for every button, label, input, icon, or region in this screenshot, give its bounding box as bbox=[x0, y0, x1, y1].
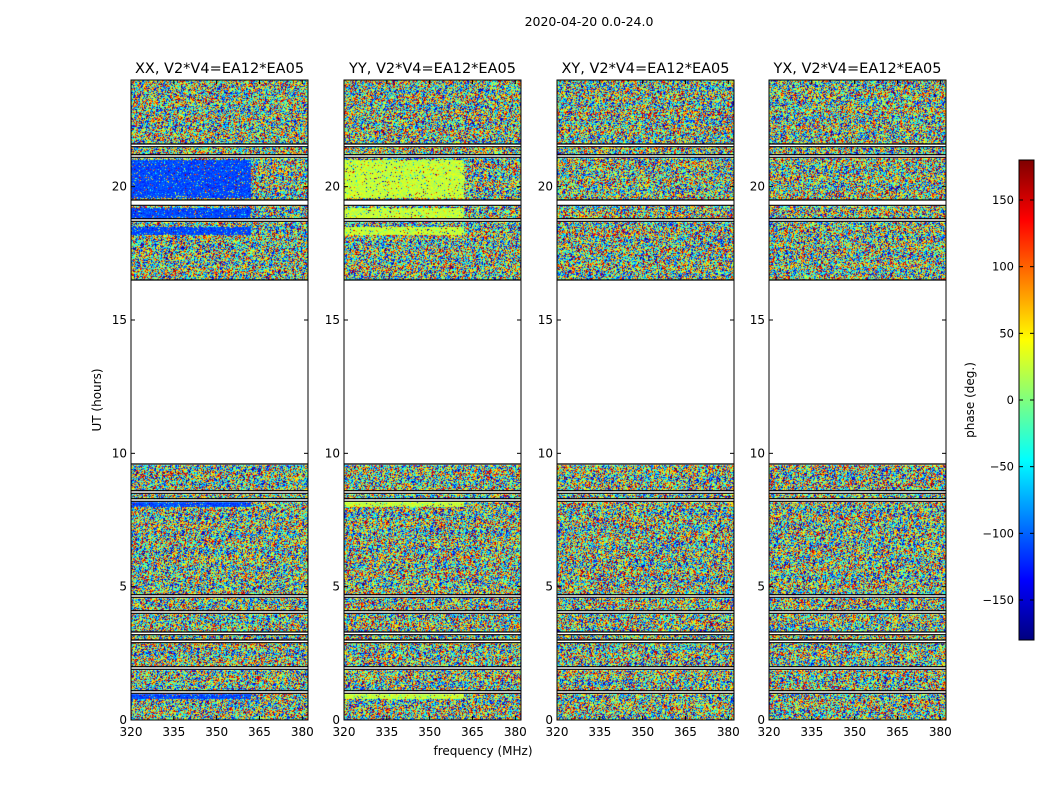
x-tick-label: 380 bbox=[929, 725, 952, 739]
colorbar-tick-label: −150 bbox=[982, 593, 1014, 607]
panel-title: YY, V2*V4=EA12*EA05 bbox=[348, 61, 516, 77]
y-tick-label: 10 bbox=[112, 446, 127, 460]
x-tick-label: 335 bbox=[375, 725, 398, 739]
y-tick-label: 0 bbox=[119, 713, 127, 727]
heatmap-raster bbox=[131, 80, 308, 720]
y-tick-label: 15 bbox=[750, 313, 765, 327]
y-tick-label: 5 bbox=[757, 580, 765, 594]
y-tick-label: 15 bbox=[538, 313, 553, 327]
y-tick-label: 0 bbox=[757, 713, 765, 727]
y-tick-label: 20 bbox=[325, 180, 340, 194]
colorbar: 150 100 50 0 −50 −100 −150 bbox=[982, 159, 1035, 641]
y-tick-label: 5 bbox=[119, 580, 127, 594]
heatmap-raster bbox=[769, 80, 946, 720]
colorbar-tick-label: −100 bbox=[982, 526, 1014, 540]
heatmap-raster bbox=[557, 80, 734, 720]
colorbar-tick-label: 150 bbox=[992, 193, 1014, 207]
y-tick-label: 20 bbox=[538, 180, 553, 194]
y-tick-label: 5 bbox=[332, 580, 340, 594]
x-tick-label: 320 bbox=[333, 725, 356, 739]
x-tick-label: 365 bbox=[674, 725, 697, 739]
colorbar-tick-label: 100 bbox=[992, 260, 1014, 274]
x-tick-label: 380 bbox=[504, 725, 527, 739]
axes-frame bbox=[130, 79, 309, 721]
x-tick-label: 320 bbox=[120, 725, 143, 739]
x-tick-label: 350 bbox=[631, 725, 654, 739]
axes-frame bbox=[556, 79, 735, 721]
x-tick-label: 335 bbox=[162, 725, 185, 739]
panels-group: XX, V2*V4=EA12*EA05 320 335 350 365 380 0 5 10 15… bbox=[112, 61, 952, 739]
colorbar-tick-label: 0 bbox=[1007, 393, 1014, 407]
heatmap-raster bbox=[344, 80, 521, 720]
y-tick-label: 0 bbox=[332, 713, 340, 727]
y-tick-label: 15 bbox=[112, 313, 127, 327]
panel-title: XX, V2*V4=EA12*EA05 bbox=[135, 61, 304, 77]
panel-title: YX, V2*V4=EA12*EA05 bbox=[772, 61, 941, 77]
panel-title: XY, V2*V4=EA12*EA05 bbox=[561, 61, 729, 77]
y-tick-label: 10 bbox=[750, 446, 765, 460]
y-tick-label: 15 bbox=[325, 313, 340, 327]
x-axis-label: frequency (MHz) bbox=[433, 744, 532, 758]
panel-4: YX, V2*V4=EA12*EA05 320 335 350 365 380 0 5 10 15… bbox=[750, 61, 952, 739]
y-tick-label: 10 bbox=[538, 446, 553, 460]
x-tick-label: 320 bbox=[758, 725, 781, 739]
y-tick-label: 0 bbox=[545, 713, 553, 727]
panel-3: XY, V2*V4=EA12*EA05 320 335 350 365 380 0 5 10 15… bbox=[538, 61, 740, 739]
y-tick-label: 20 bbox=[750, 180, 765, 194]
colorbar-tick-label: −50 bbox=[990, 460, 1014, 474]
x-tick-label: 335 bbox=[588, 725, 611, 739]
x-tick-label: 380 bbox=[291, 725, 314, 739]
colorbar-tick-label: 50 bbox=[999, 326, 1014, 340]
x-tick-label: 380 bbox=[717, 725, 740, 739]
x-tick-label: 350 bbox=[843, 725, 866, 739]
x-tick-label: 365 bbox=[461, 725, 484, 739]
y-axis-label: UT (hours) bbox=[90, 368, 104, 431]
y-tick-label: 10 bbox=[325, 446, 340, 460]
x-tick-label: 350 bbox=[418, 725, 441, 739]
x-tick-label: 350 bbox=[205, 725, 228, 739]
panel-1: XX, V2*V4=EA12*EA05 320 335 350 365 380 0 5 10 15… bbox=[112, 61, 314, 739]
figure-suptitle: 2020-04-20 0.0-24.0 bbox=[525, 14, 654, 29]
x-tick-label: 365 bbox=[886, 725, 909, 739]
axes-frame bbox=[768, 79, 947, 721]
axes-frame bbox=[343, 79, 522, 721]
x-tick-label: 320 bbox=[546, 725, 569, 739]
y-tick-label: 5 bbox=[545, 580, 553, 594]
colorbar-label: phase (deg.) bbox=[963, 362, 977, 438]
panel-2: YY, V2*V4=EA12*EA05 320 335 350 365 380 0 5 10 15… bbox=[325, 61, 527, 739]
x-tick-label: 335 bbox=[800, 725, 823, 739]
x-tick-label: 365 bbox=[248, 725, 271, 739]
y-tick-label: 20 bbox=[112, 180, 127, 194]
